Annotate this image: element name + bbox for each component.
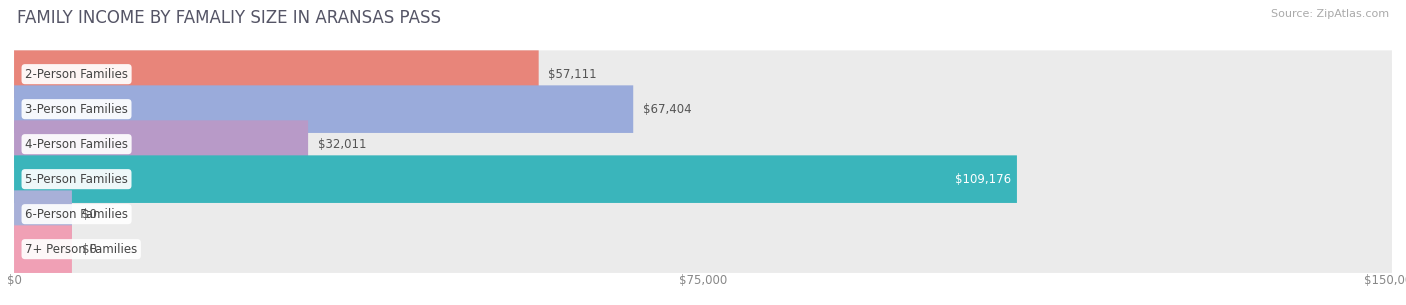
FancyBboxPatch shape — [14, 225, 1392, 273]
Text: 7+ Person Families: 7+ Person Families — [25, 243, 138, 256]
FancyBboxPatch shape — [14, 85, 1392, 133]
FancyBboxPatch shape — [14, 225, 72, 273]
FancyBboxPatch shape — [14, 190, 72, 238]
Text: 3-Person Families: 3-Person Families — [25, 103, 128, 116]
FancyBboxPatch shape — [14, 50, 538, 98]
Text: $0: $0 — [82, 208, 97, 221]
FancyBboxPatch shape — [14, 120, 1392, 168]
FancyBboxPatch shape — [14, 85, 633, 133]
FancyBboxPatch shape — [14, 190, 1392, 238]
Text: $109,176: $109,176 — [955, 173, 1011, 186]
Text: FAMILY INCOME BY FAMALIY SIZE IN ARANSAS PASS: FAMILY INCOME BY FAMALIY SIZE IN ARANSAS… — [17, 9, 441, 27]
Text: $57,111: $57,111 — [548, 68, 598, 81]
Text: 4-Person Families: 4-Person Families — [25, 138, 128, 151]
Text: $0: $0 — [82, 243, 97, 256]
FancyBboxPatch shape — [14, 155, 1017, 203]
FancyBboxPatch shape — [14, 155, 1392, 203]
FancyBboxPatch shape — [14, 120, 308, 168]
Text: 6-Person Families: 6-Person Families — [25, 208, 128, 221]
Text: 2-Person Families: 2-Person Families — [25, 68, 128, 81]
Text: $67,404: $67,404 — [643, 103, 692, 116]
Text: Source: ZipAtlas.com: Source: ZipAtlas.com — [1271, 9, 1389, 19]
Text: 5-Person Families: 5-Person Families — [25, 173, 128, 186]
FancyBboxPatch shape — [14, 50, 1392, 98]
Text: $32,011: $32,011 — [318, 138, 366, 151]
